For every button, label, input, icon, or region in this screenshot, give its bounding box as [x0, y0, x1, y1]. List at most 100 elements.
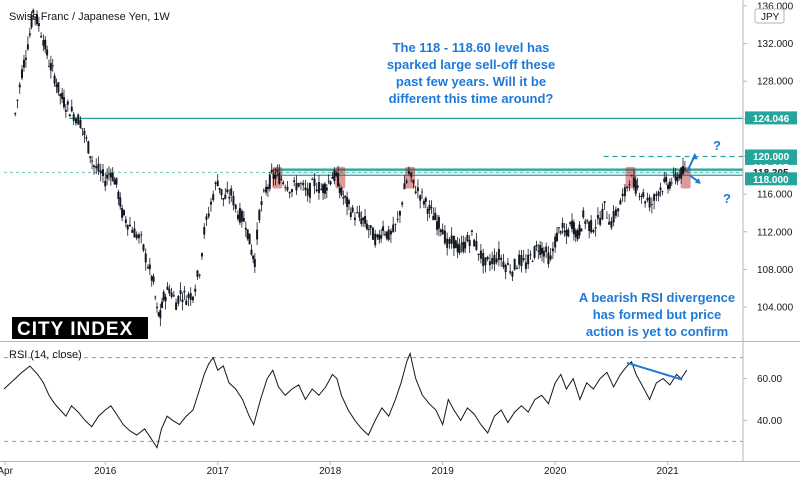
candle-body — [172, 295, 175, 297]
candle-body — [137, 234, 140, 239]
candle-body — [59, 94, 62, 97]
question-mark-down: ? — [723, 191, 731, 206]
candle-body — [634, 179, 637, 194]
candle-body — [614, 209, 617, 216]
candle-body — [115, 177, 118, 185]
candle-body — [177, 295, 180, 304]
candle-body — [421, 191, 424, 193]
candle-body — [468, 239, 471, 247]
annotation-resistance-line: different this time around? — [389, 91, 554, 106]
level-tag-label: 118.000 — [753, 175, 789, 186]
candle-body — [452, 235, 455, 249]
candle-body — [240, 210, 243, 222]
candle-body — [547, 252, 550, 265]
candle-body — [454, 240, 457, 249]
candle-body — [20, 69, 23, 79]
candle-body — [124, 219, 127, 223]
candle-body — [194, 288, 197, 292]
candle-body — [380, 235, 383, 239]
candle-body — [626, 186, 629, 188]
candle-body — [533, 246, 536, 258]
candle-body — [256, 229, 259, 240]
candle-body — [325, 187, 328, 191]
candle-body — [144, 253, 147, 263]
candle-body — [32, 9, 35, 14]
candle-body — [665, 176, 668, 182]
candle-body — [504, 264, 507, 273]
candle-body — [306, 188, 309, 196]
candle-body — [248, 233, 251, 245]
time-tick-label: Apr — [0, 466, 14, 477]
candle-body — [83, 130, 86, 136]
candle-body — [672, 171, 675, 173]
rsi-line — [3, 351, 688, 449]
candle-body — [68, 114, 71, 117]
candle-body — [663, 178, 666, 182]
candle-body — [428, 204, 431, 211]
candle-body — [484, 257, 487, 266]
candle-body — [162, 291, 165, 300]
candle-body — [680, 167, 683, 179]
candle-body — [515, 267, 518, 269]
candle-body — [270, 169, 273, 173]
candle-body — [376, 234, 379, 238]
candle-body — [40, 35, 43, 38]
candle-body — [278, 172, 281, 184]
candle-body — [403, 183, 406, 190]
candle-body — [353, 217, 356, 220]
candle-body — [140, 234, 143, 236]
candle-body — [155, 306, 158, 309]
candle-body — [520, 254, 523, 267]
candle-body — [518, 254, 521, 265]
candle-body — [28, 33, 31, 36]
candle-body — [18, 84, 21, 88]
candle-body — [584, 221, 587, 224]
candle-body — [16, 99, 19, 101]
candle-body — [212, 194, 215, 201]
candle-body — [362, 217, 365, 221]
candle-body — [574, 230, 577, 238]
candle-body — [157, 312, 160, 316]
candle-body — [608, 221, 611, 225]
candle-body — [333, 170, 336, 181]
candle-body — [179, 290, 182, 294]
candle-body — [232, 195, 235, 206]
candle-body — [62, 97, 65, 108]
candle-body — [578, 224, 581, 236]
candle-body — [367, 228, 370, 230]
candle-body — [383, 234, 386, 235]
candle-body — [85, 137, 88, 139]
candle-body — [196, 270, 199, 277]
candle-body — [617, 208, 620, 212]
candle-body — [556, 232, 559, 242]
rsi-tick-label: 40.00 — [757, 416, 782, 427]
candle-body — [272, 173, 275, 179]
candle-body — [53, 75, 56, 84]
candle-body — [340, 187, 343, 196]
candle-body — [168, 288, 171, 294]
annotation-divergence-line: action is yet to confirm — [586, 324, 728, 339]
candle-body — [47, 65, 50, 67]
candle-body — [290, 189, 293, 193]
candle-body — [164, 296, 167, 302]
candle-body — [549, 255, 552, 260]
candle-body — [464, 241, 467, 249]
candle-body — [297, 183, 300, 187]
candle-body — [14, 113, 17, 115]
candle-body — [382, 226, 385, 231]
candle-body — [592, 229, 595, 233]
candle-body — [511, 271, 514, 277]
candle-body — [588, 221, 591, 231]
candle-body — [181, 299, 184, 302]
candle-body — [238, 208, 241, 223]
currency-label: JPY — [761, 12, 780, 23]
candle-body — [337, 172, 340, 187]
candle-body — [462, 241, 465, 252]
candle-body — [495, 258, 498, 263]
time-tick-label: 2019 — [432, 466, 455, 477]
candle-body — [632, 177, 635, 188]
candle-body — [653, 194, 656, 201]
candle-body — [674, 173, 677, 181]
candle-body — [646, 197, 649, 201]
candle-body — [216, 180, 219, 186]
